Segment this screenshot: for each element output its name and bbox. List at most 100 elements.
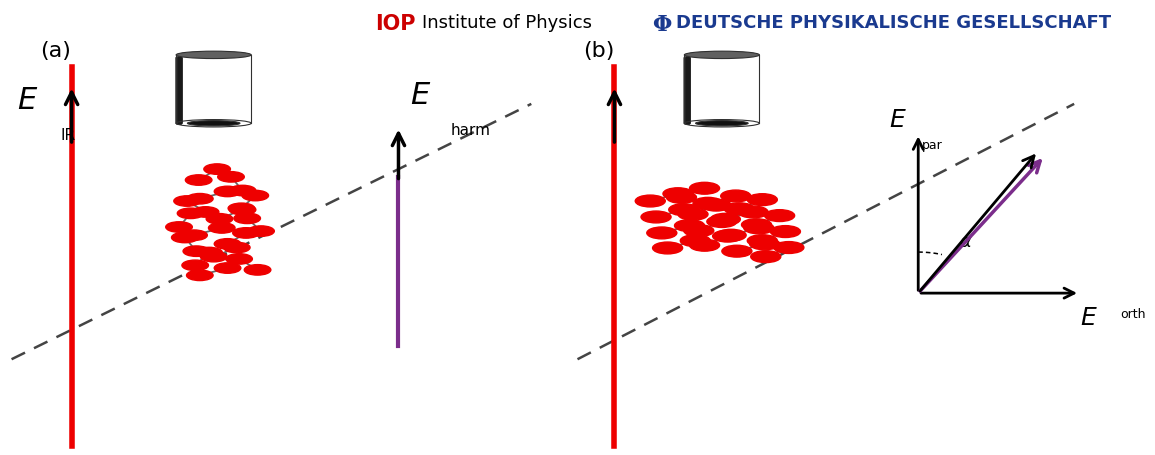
Bar <box>177 58 180 124</box>
Circle shape <box>166 222 192 233</box>
Circle shape <box>206 214 232 224</box>
Text: $\mathit{E}$: $\mathit{E}$ <box>1080 305 1097 329</box>
Circle shape <box>215 263 240 273</box>
Circle shape <box>184 246 210 257</box>
Bar <box>685 58 688 124</box>
Circle shape <box>187 194 213 204</box>
Text: $\mathit{E}$: $\mathit{E}$ <box>889 108 907 132</box>
Circle shape <box>208 223 236 234</box>
Bar <box>686 58 688 124</box>
Bar <box>178 58 180 124</box>
Text: IR: IR <box>60 127 75 142</box>
Bar <box>177 58 180 124</box>
Circle shape <box>707 216 737 228</box>
Bar <box>177 58 179 124</box>
Text: $\mathit{E}$: $\mathit{E}$ <box>410 81 431 110</box>
Bar <box>686 58 690 124</box>
Circle shape <box>669 204 699 216</box>
Circle shape <box>690 183 720 195</box>
Bar <box>686 58 688 124</box>
Bar <box>686 58 688 124</box>
Bar <box>177 58 180 124</box>
Circle shape <box>716 230 746 242</box>
Bar <box>177 58 179 124</box>
Text: $\alpha$: $\alpha$ <box>959 232 973 250</box>
Bar <box>177 58 179 124</box>
Bar <box>178 58 181 124</box>
Bar <box>177 58 179 124</box>
Circle shape <box>663 188 693 200</box>
Bar <box>686 58 688 124</box>
Bar <box>177 58 179 124</box>
Bar <box>685 58 688 124</box>
Text: (b): (b) <box>583 41 614 61</box>
Circle shape <box>229 186 256 197</box>
Bar <box>686 58 688 124</box>
Bar <box>177 58 180 124</box>
Circle shape <box>751 251 781 263</box>
Circle shape <box>722 246 752 258</box>
Bar <box>178 58 181 124</box>
Bar <box>177 58 180 124</box>
Circle shape <box>641 212 671 223</box>
Bar <box>685 58 688 124</box>
Bar <box>177 58 179 124</box>
Bar <box>177 58 180 124</box>
Circle shape <box>193 207 219 218</box>
Circle shape <box>710 214 740 226</box>
Text: $\mathit{E}$: $\mathit{E}$ <box>17 86 38 115</box>
Bar <box>177 58 180 124</box>
Bar <box>177 58 180 124</box>
Bar <box>178 58 180 124</box>
Bar <box>178 58 180 124</box>
Bar <box>685 58 688 124</box>
Bar <box>178 58 180 124</box>
Bar <box>178 58 180 124</box>
Ellipse shape <box>187 121 240 126</box>
Bar <box>685 58 687 124</box>
Bar <box>686 58 688 124</box>
Bar <box>178 58 180 124</box>
Bar <box>685 58 688 124</box>
Bar <box>686 58 690 124</box>
Circle shape <box>182 260 208 271</box>
Bar <box>178 58 181 124</box>
Circle shape <box>721 191 751 202</box>
Circle shape <box>765 210 795 222</box>
Bar <box>685 58 687 124</box>
Circle shape <box>172 233 199 243</box>
Bar <box>685 58 687 124</box>
Circle shape <box>690 240 720 252</box>
Circle shape <box>701 200 731 212</box>
Text: orth: orth <box>1120 307 1146 320</box>
Bar <box>685 58 688 124</box>
Circle shape <box>180 230 208 241</box>
Circle shape <box>666 192 696 204</box>
Bar <box>177 58 179 124</box>
Bar <box>685 58 688 124</box>
Bar <box>178 58 181 124</box>
Circle shape <box>675 220 705 232</box>
Bar <box>177 58 180 124</box>
Circle shape <box>174 197 201 207</box>
Text: (a): (a) <box>40 41 72 61</box>
Circle shape <box>215 239 240 249</box>
Circle shape <box>647 228 677 239</box>
Bar <box>177 58 180 124</box>
Circle shape <box>684 225 714 237</box>
Circle shape <box>750 238 780 250</box>
Circle shape <box>724 203 754 215</box>
Text: harm: harm <box>450 123 491 138</box>
Bar <box>177 58 179 124</box>
Text: Φ: Φ <box>653 14 672 35</box>
Bar <box>685 58 688 124</box>
Circle shape <box>653 243 683 254</box>
Circle shape <box>203 165 231 175</box>
Bar <box>177 58 180 124</box>
Circle shape <box>215 187 240 197</box>
Circle shape <box>738 207 768 218</box>
Bar <box>177 58 180 124</box>
Circle shape <box>228 203 254 214</box>
Circle shape <box>201 252 226 262</box>
Circle shape <box>774 242 804 254</box>
